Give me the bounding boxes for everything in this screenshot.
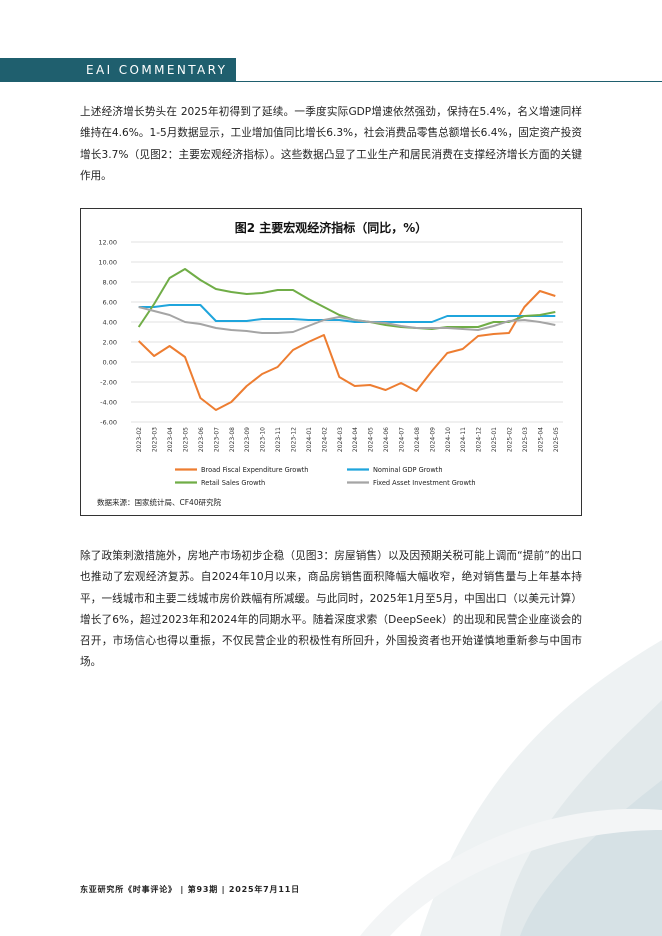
series-line <box>138 304 556 323</box>
legend-label: Retail Sales Growth <box>201 479 265 487</box>
x-tick-label: 2023-10 <box>260 427 267 452</box>
x-tick-label: 2024-05 <box>368 427 375 452</box>
series-line <box>138 306 556 334</box>
x-tick-label: 2023-02 <box>136 427 143 452</box>
x-tick-label: 2024-01 <box>306 427 313 452</box>
chart-figure: 12.00 10.00 8.00 6.00 4.00 2.00 0.00 -2.00 -4.00… <box>80 208 582 516</box>
x-tick-label: 2023-07 <box>213 427 220 452</box>
x-tick-label: 2024-08 <box>414 427 421 452</box>
x-tick-label: 2023-05 <box>183 427 190 452</box>
y-tick-label: -2.00 <box>100 379 117 387</box>
y-tick-label: 12.00 <box>98 239 117 247</box>
x-tick-label: 2023-12 <box>291 427 298 452</box>
x-tick-label: 2023-04 <box>167 427 174 452</box>
x-tick-label: 2024-03 <box>337 427 344 452</box>
y-tick-label: 6.00 <box>103 299 117 307</box>
x-tick-label: 2024-10 <box>445 427 452 452</box>
chart-title: 图2 主要宏观经济指标（同比，%） <box>234 221 428 235</box>
x-tick-label: 2025-01 <box>491 427 498 452</box>
x-tick-label: 2023-08 <box>229 427 236 452</box>
page-footer: 东亚研究所《时事评论》 | 第93期 | 2025年7月11日 <box>80 885 300 894</box>
y-tick-label: 2.00 <box>103 339 117 347</box>
y-tick-label: 4.00 <box>103 319 117 327</box>
x-tick-label: 2023-11 <box>275 427 282 452</box>
paragraph-1: 上述经济增长势头在 2025年初得到了延续。一季度实际GDP增速依然强劲，保持在… <box>80 106 582 182</box>
y-tick-label: 0.00 <box>103 359 117 367</box>
x-tick-label: 2024-04 <box>352 427 359 452</box>
x-tick-label: 2025-04 <box>537 427 544 452</box>
header-divider <box>236 81 662 82</box>
x-tick-label: 2025-05 <box>553 427 560 452</box>
x-tick-label: 2023-06 <box>198 427 205 452</box>
legend-label: Broad Fiscal Expenditure Growth <box>201 466 308 474</box>
paragraph-2: 除了政策刺激措施外，房地产市场初步企稳（见图3：房屋销售）以及因预期关税可能上调… <box>80 550 582 669</box>
x-tick-label: 2025-03 <box>522 427 529 452</box>
y-tick-label: 8.00 <box>103 279 117 287</box>
legend-label: Fixed Asset Investment Growth <box>373 479 476 487</box>
x-tick-label: 2024-06 <box>383 427 390 452</box>
x-tick-label: 2024-09 <box>429 427 436 452</box>
y-tick-label: 10.00 <box>98 259 117 267</box>
x-tick-label: 2024-11 <box>460 427 467 452</box>
x-tick-label: 2025-02 <box>507 427 514 452</box>
line-chart: 12.00 10.00 8.00 6.00 4.00 2.00 0.00 -2.00 -4.00… <box>98 239 563 487</box>
y-tick-label: -6.00 <box>100 419 117 427</box>
series-line <box>138 290 556 411</box>
x-tick-label: 2024-02 <box>321 427 328 452</box>
y-tick-label: -4.00 <box>100 399 117 407</box>
chart-source: 数据来源：国家统计局、CF40研究院 <box>97 498 222 507</box>
header-banner: EAI COMMENTARY <box>0 58 236 82</box>
legend-label: Nominal GDP Growth <box>373 466 443 474</box>
x-tick-label: 2024-07 <box>399 427 406 452</box>
x-tick-label: 2023-03 <box>152 427 159 452</box>
x-tick-label: 2024-12 <box>476 427 483 452</box>
x-tick-label: 2023-09 <box>244 427 251 452</box>
